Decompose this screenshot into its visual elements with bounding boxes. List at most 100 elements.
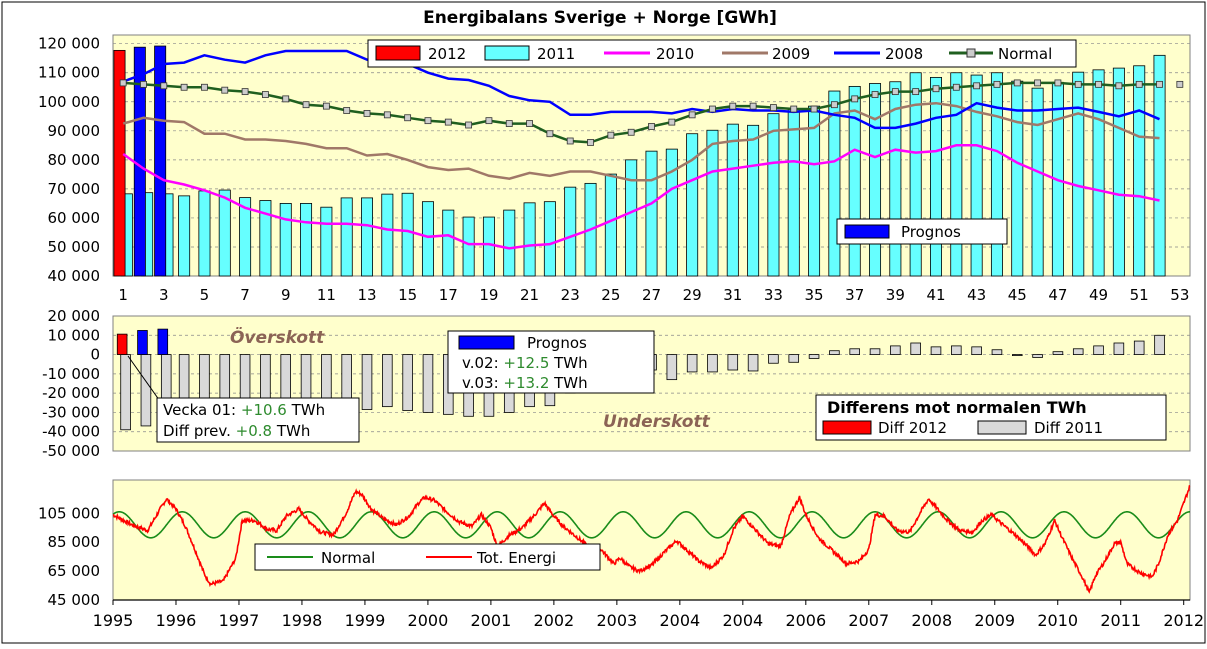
line-2009 xyxy=(122,101,1160,182)
p2-ytick-label: -30 000 xyxy=(42,403,100,421)
bar-2011 xyxy=(442,209,455,277)
normal-marker xyxy=(262,91,269,98)
legend-label-2008: 2008 xyxy=(885,45,923,63)
p1-xtick-label: 41 xyxy=(926,286,945,304)
bar-2011 xyxy=(482,216,495,277)
bar-2011 xyxy=(320,206,333,277)
p2-ytick-label: 20 000 xyxy=(48,307,101,325)
normal-marker xyxy=(485,117,493,125)
normal-marker xyxy=(709,105,716,113)
diff-legend: Differens mot normalen TWh Diff 2012 Dif… xyxy=(815,394,1167,441)
p1-xtick-label: 19 xyxy=(479,286,498,304)
p1-xtick-label: 47 xyxy=(1048,286,1067,304)
normal-marker xyxy=(282,95,290,103)
p3-ytick-label: 45 000 xyxy=(48,591,101,609)
p1-ytick-label: 120 000 xyxy=(38,35,100,53)
diff-bar-2011 xyxy=(1133,340,1145,355)
bar-2011 xyxy=(1072,71,1085,277)
normal-marker xyxy=(1176,80,1184,88)
normal-marker xyxy=(993,80,1001,88)
p3-xtick-label: 2007 xyxy=(848,611,889,630)
p1-xtick-label: 29 xyxy=(683,286,702,304)
normal-marker xyxy=(1074,80,1082,88)
diff-bar-2011 xyxy=(869,348,881,355)
normal-marker xyxy=(770,104,777,111)
week01-callout: Vecka 01: +10.6 TWh Diff prev. +0.8 TWh xyxy=(156,397,360,443)
normal-marker xyxy=(891,88,899,96)
normal-marker xyxy=(566,137,574,145)
diff-bar-2011 xyxy=(422,354,434,413)
diff2012-label: Diff 2012 xyxy=(878,419,947,437)
v02-value: +12.5 xyxy=(503,354,549,372)
normal-marker xyxy=(140,80,147,88)
diff-bar-2011 xyxy=(1113,342,1125,355)
normal-marker xyxy=(1095,80,1102,88)
p3-xtick-label: 1995 xyxy=(93,611,134,630)
bar-2011 xyxy=(645,150,658,277)
normal-marker xyxy=(160,82,168,90)
normal-marker xyxy=(688,111,696,119)
bar-2011 xyxy=(787,109,800,277)
diff-bar-2011 xyxy=(971,346,982,355)
p3-ytick-label: 85 000 xyxy=(48,533,101,551)
normal-marker xyxy=(810,105,818,113)
diff-bar-2011 xyxy=(747,354,759,372)
p1-ytick-label: 90 000 xyxy=(48,122,101,140)
diff-bar-2011 xyxy=(951,345,962,355)
p3-xtick-label: 2002 xyxy=(534,611,575,630)
bar-2011 xyxy=(767,113,780,277)
p3-xtick-label: 2004 xyxy=(659,611,700,630)
bar-2011 xyxy=(625,159,638,277)
normal-marker xyxy=(424,117,432,125)
diff2011-swatch xyxy=(977,420,1027,435)
p3-xtick-label: 2008 xyxy=(911,611,952,630)
diff-bar-2011 xyxy=(788,354,800,363)
bar-2011 xyxy=(1092,69,1105,277)
diff-bar-2011 xyxy=(727,354,739,371)
bar-2011 xyxy=(421,201,434,277)
panel1-marks: 40 000 50 000 60 000 70 000 80 000 90 000 100 … xyxy=(38,35,1190,304)
normal-marker xyxy=(180,83,188,91)
p1-xtick-label: 27 xyxy=(642,286,661,304)
bar-2011 xyxy=(523,202,536,277)
bar-2011 xyxy=(279,203,292,277)
normal-marker xyxy=(241,88,249,96)
legend-label-2009: 2009 xyxy=(772,45,810,63)
chart-title: Energibalans Sverige + Norge [GWh] xyxy=(423,8,777,28)
bar-2011 xyxy=(869,83,882,277)
bar-2011 xyxy=(401,192,414,277)
p3-xtick-label: 2000 xyxy=(408,611,449,630)
prognos-callout-title: Prognos xyxy=(527,334,587,352)
p1-xtick-label: 49 xyxy=(1089,286,1108,304)
p1-ytick-label: 50 000 xyxy=(48,238,101,256)
diffprev-value: +0.8 xyxy=(236,422,272,440)
bar-2011 xyxy=(970,74,983,277)
normal-marker xyxy=(1054,79,1062,87)
normal-marker xyxy=(444,118,452,126)
panel1-legend: 2012 2011 2010 2009 2008 Normal xyxy=(367,39,1077,68)
bar-2011 xyxy=(259,200,272,277)
bar-2011 xyxy=(543,201,556,277)
diff-bar-2011 xyxy=(1011,354,1023,356)
bar-2011 xyxy=(361,197,373,277)
bar-2011 xyxy=(828,90,841,277)
diff-bar-prognos xyxy=(157,328,169,355)
line-2010 xyxy=(122,144,1160,250)
normal-marker xyxy=(932,85,940,93)
normal-marker xyxy=(871,91,879,98)
bar-2011 xyxy=(990,72,1003,277)
underskott-label: Underskott xyxy=(603,412,711,432)
normal-marker xyxy=(119,79,127,87)
legend-label-2010: 2010 xyxy=(656,45,694,63)
normal-marker xyxy=(1135,80,1143,88)
bar-2011 xyxy=(503,209,516,277)
normal-marker xyxy=(1115,82,1123,90)
panel1-prognos-legend: Prognos xyxy=(836,218,1008,245)
diff-legend-title: Differens mot normalen TWh xyxy=(827,398,1087,417)
p1-ytick-label: 60 000 xyxy=(48,209,101,227)
legend-label-2012: 2012 xyxy=(428,45,466,63)
diff-bar-2011 xyxy=(666,354,678,381)
bar-2011 xyxy=(1153,54,1166,277)
